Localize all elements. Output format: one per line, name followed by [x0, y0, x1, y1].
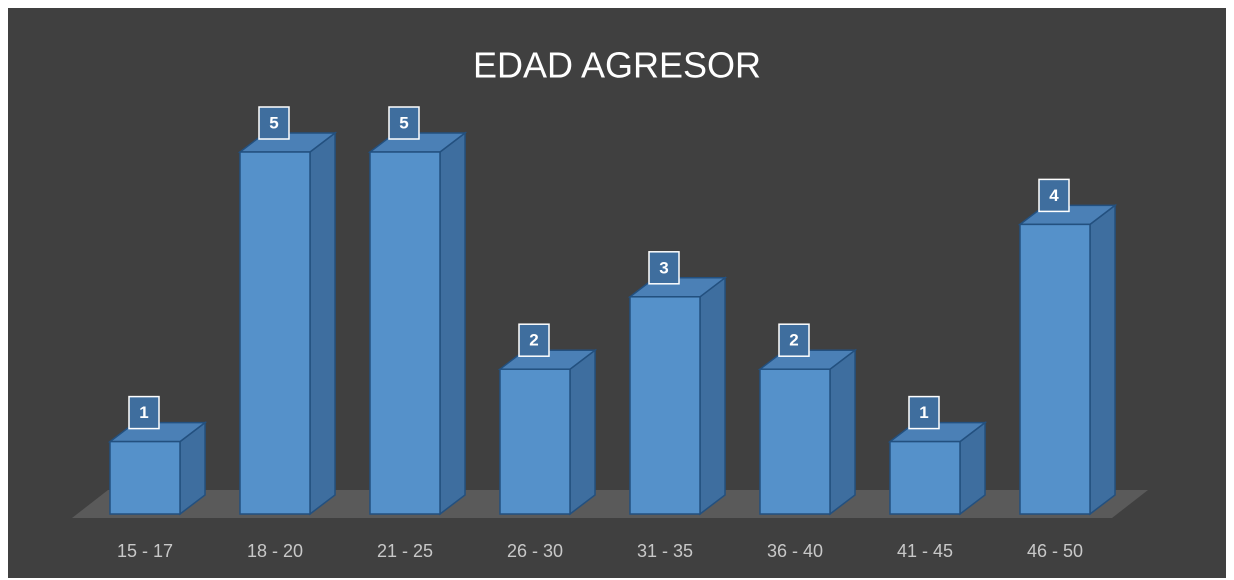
x-tick-label: 31 - 35 — [637, 541, 693, 561]
data-label: 3 — [659, 258, 668, 277]
floor — [72, 490, 1148, 518]
bar — [369, 151, 441, 515]
data-label: 2 — [529, 331, 538, 350]
bar — [109, 440, 181, 515]
data-label: 1 — [139, 403, 148, 422]
x-tick-label: 41 - 45 — [897, 541, 953, 561]
data-label: 1 — [919, 403, 928, 422]
chart-title: EDAD AGRESOR — [473, 45, 761, 86]
x-tick-label: 26 - 30 — [507, 541, 563, 561]
x-tick-label: 18 - 20 — [247, 541, 303, 561]
data-label-box — [518, 323, 550, 357]
data-label: 2 — [789, 331, 798, 350]
data-label-box — [1038, 178, 1070, 213]
x-tick-label: 46 - 50 — [1027, 541, 1083, 561]
data-label-box — [388, 106, 420, 140]
bar — [629, 296, 701, 515]
x-tick-label: 15 - 17 — [117, 541, 173, 561]
bar — [759, 368, 831, 515]
data-label: 5 — [269, 113, 278, 132]
data-label: 5 — [399, 113, 408, 132]
data-label-box — [648, 251, 680, 285]
data-label-box — [778, 323, 810, 357]
data-label: 4 — [1049, 186, 1059, 205]
data-label-box — [128, 395, 160, 430]
x-tick-label: 36 - 40 — [767, 541, 823, 561]
data-label-box — [258, 106, 290, 140]
bar-side — [309, 131, 336, 516]
bar-side — [439, 131, 466, 516]
bar-side — [1089, 203, 1116, 516]
x-tick-label: 21 - 25 — [377, 541, 433, 561]
bar-side — [569, 348, 596, 516]
bar — [239, 151, 311, 515]
bar — [889, 440, 961, 515]
bar-side — [829, 348, 856, 516]
data-label-box — [908, 395, 940, 430]
bar — [499, 368, 571, 515]
bar — [1019, 223, 1091, 515]
bar-side — [699, 276, 726, 516]
